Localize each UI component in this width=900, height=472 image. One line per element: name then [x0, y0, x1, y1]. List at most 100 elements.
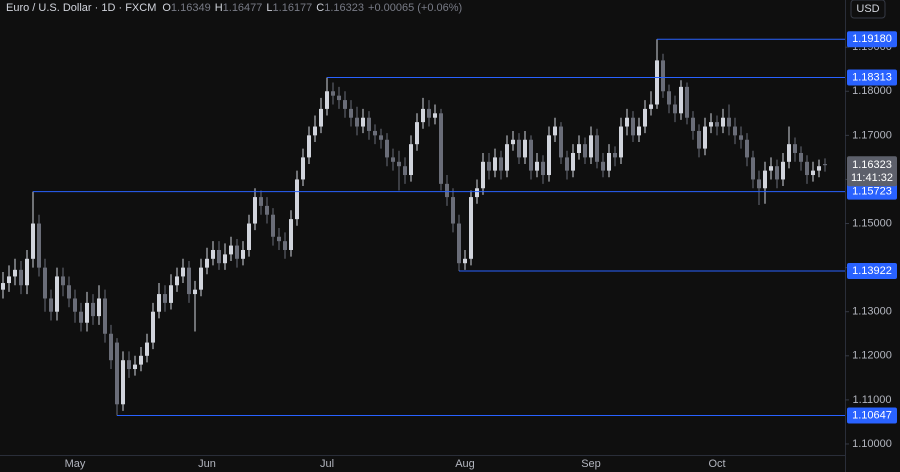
candle-body — [745, 139, 749, 158]
candle-body — [133, 364, 137, 370]
x-tick-label: Jul — [320, 458, 334, 470]
candle-body — [415, 122, 419, 145]
candle-body — [487, 161, 491, 171]
candle-body — [97, 298, 101, 317]
candle-body — [571, 152, 575, 171]
candle-body — [481, 161, 485, 189]
symbol-title: Euro / U.S. Dollar · 1D · FXCM — [6, 2, 156, 14]
candle-body — [799, 152, 803, 162]
candle-body — [79, 311, 83, 323]
candle-body — [703, 126, 707, 149]
candle-body — [685, 86, 689, 118]
candle-body — [565, 157, 569, 171]
candle-body — [385, 139, 389, 158]
candle-body — [463, 258, 467, 264]
candle-body — [391, 157, 395, 162]
candle-body — [493, 157, 497, 171]
x-tick-label: May — [65, 458, 86, 470]
candle-body — [409, 144, 413, 176]
candle-body — [649, 104, 653, 109]
candle-body — [475, 188, 479, 198]
candle-body — [769, 166, 773, 171]
candle-body — [289, 219, 293, 250]
candle-body — [607, 152, 611, 171]
level-tag — [847, 69, 897, 86]
candle-body — [655, 60, 659, 105]
candle-body — [19, 269, 23, 286]
candle-body — [721, 117, 725, 127]
level-tag — [847, 183, 897, 200]
candle-body — [367, 117, 371, 131]
candle-body — [229, 245, 233, 255]
candle-body — [205, 258, 209, 268]
candle-body — [553, 126, 557, 136]
candle-body — [535, 161, 539, 171]
candle-body — [31, 223, 35, 259]
x-tick-label: Sep — [581, 458, 601, 470]
level-tag — [847, 263, 897, 280]
x-tick-label: Oct — [708, 458, 725, 470]
candle-body — [145, 342, 149, 356]
level-label: 1.10647 — [852, 409, 892, 421]
candle-body — [559, 126, 563, 158]
candle-body — [739, 135, 743, 140]
candle-body — [319, 108, 323, 127]
currency-box[interactable] — [850, 0, 886, 19]
candle-body — [469, 197, 473, 259]
candle-body — [403, 166, 407, 176]
y-tick-label: 1.18000 — [852, 85, 892, 97]
candle-body — [373, 130, 377, 136]
candle-body — [223, 254, 227, 264]
x-tick-label: Aug — [455, 458, 475, 470]
candle-body — [625, 117, 629, 127]
candle-body — [7, 276, 11, 284]
level-tag — [847, 407, 897, 424]
candle-body — [727, 117, 731, 127]
candle-body — [169, 285, 173, 303]
candle-body — [823, 164, 827, 166]
candle-body — [331, 91, 335, 96]
candle-body — [457, 223, 461, 264]
candle-body — [127, 360, 131, 370]
candle-body — [241, 249, 245, 259]
candle-body — [637, 126, 641, 136]
level-label: 1.19180 — [852, 33, 892, 45]
candle-body — [283, 241, 287, 250]
candle-body — [595, 135, 599, 162]
candle-body — [733, 126, 737, 136]
candle-body — [679, 86, 683, 114]
candle-body — [163, 294, 167, 303]
candle-body — [547, 135, 551, 176]
candle-body — [109, 333, 113, 361]
candle-body — [151, 311, 155, 343]
candle-body — [811, 170, 815, 176]
candle-body — [277, 236, 281, 242]
candle-body — [757, 179, 761, 189]
candle-body — [103, 298, 107, 334]
candle-body — [499, 157, 503, 171]
candle-body — [193, 289, 197, 295]
header: Euro / U.S. Dollar · 1D · FXCM O1.16349 H1… — [6, 2, 462, 14]
candle-body — [337, 95, 341, 101]
candle-body — [355, 117, 359, 127]
ohlc-letter: H — [215, 2, 223, 14]
y-tick-label: 1.17000 — [852, 129, 892, 141]
level-label: 1.15723 — [852, 186, 892, 198]
candle-body — [691, 117, 695, 131]
candle-body — [181, 267, 185, 277]
ohlc-value: 1.16177 — [273, 2, 313, 14]
candle-body — [793, 144, 797, 153]
candle-body — [511, 139, 515, 145]
candle-body — [73, 298, 77, 312]
candle-body — [787, 144, 791, 162]
candle-body — [715, 122, 719, 127]
change: +0.00065 (+0.06%) — [368, 2, 462, 14]
candle-body — [517, 139, 521, 158]
candle-body — [433, 113, 437, 118]
candle-body — [265, 205, 269, 215]
candle-body — [421, 108, 425, 123]
y-tick-label: 1.13000 — [852, 306, 892, 318]
candle-body — [217, 249, 221, 264]
